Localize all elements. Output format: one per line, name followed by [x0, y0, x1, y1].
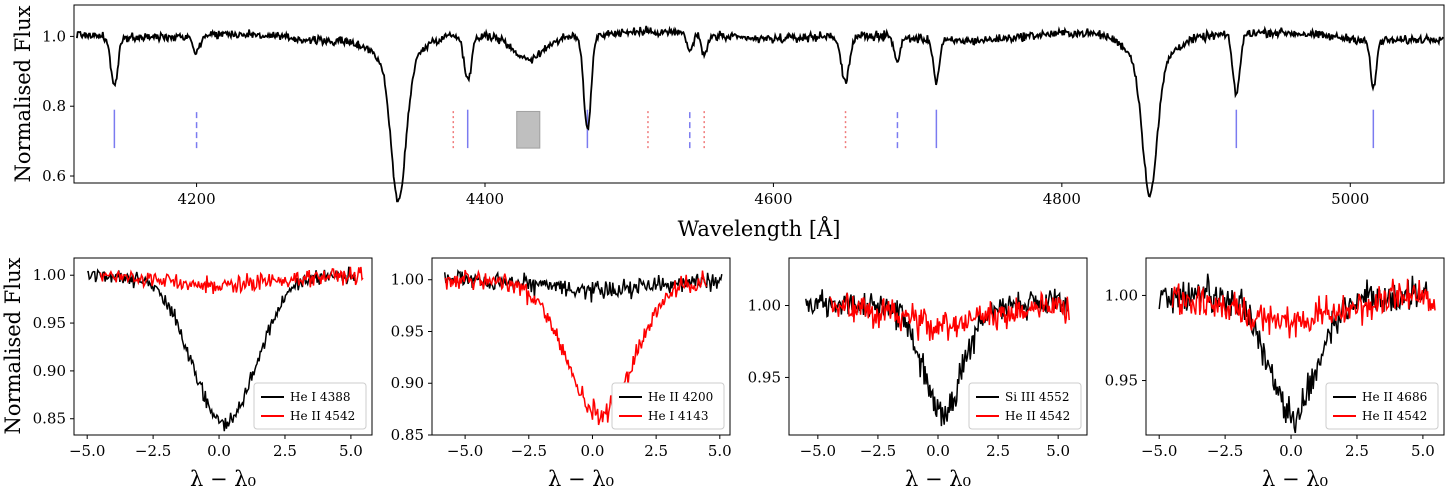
x-tick-label: 2.5 [644, 442, 668, 460]
legend-label: He II 4542 [1362, 409, 1427, 423]
y-tick-label: 0.85 [391, 426, 424, 444]
legend-box [1325, 382, 1439, 430]
shaded-region [516, 110, 541, 149]
x-tick-label: 5.0 [708, 442, 732, 460]
x-tick-label: −2.5 [135, 442, 171, 460]
series-line-2 [1171, 278, 1436, 339]
legend-label: He I 4143 [648, 409, 708, 423]
y-tick-label: 0.95 [1105, 372, 1138, 390]
y-tick-label: 1.00 [1105, 286, 1138, 304]
x-tick-label: 0.0 [1279, 442, 1303, 460]
x-tick-label: 5000 [1331, 190, 1369, 208]
panel4-xlabel: λ − λ₀ [1262, 467, 1328, 491]
panel1-ylabel: Normalised Flux [1, 257, 25, 434]
x-tick-label: 4800 [1043, 190, 1081, 208]
legend-box [968, 382, 1082, 430]
panel1-marks [87, 266, 364, 432]
x-tick-label: 4200 [177, 190, 215, 208]
panel1-xlabel: λ − λ₀ [190, 467, 256, 491]
series-line-1 [1158, 273, 1428, 434]
spectrum-line [76, 25, 1444, 203]
x-tick-label: 5.0 [339, 442, 363, 460]
bottom-panel-3: −5.0 −2.5 0.0 2.5 5.0 0.95 1.00 λ − λ₀ Si III … [748, 257, 1088, 491]
legend-label: He II 4686 [1362, 390, 1427, 404]
legend-label: He II 4542 [1005, 409, 1070, 423]
y-tick-label: 0.85 [33, 410, 66, 428]
x-tick-label: 0.0 [926, 442, 950, 460]
y-tick-label: 0.90 [33, 362, 66, 380]
x-tick-label: 2.5 [986, 442, 1010, 460]
legend-label: Si III 4552 [1005, 390, 1069, 404]
x-tick-label: −5.0 [447, 442, 483, 460]
top-panel: 4200 4400 4600 4800 5000 0.6 0.8 1.0 Wavelength… [11, 4, 1445, 241]
y-tick-label: 0.95 [33, 314, 66, 332]
x-tick-label: 4400 [466, 190, 504, 208]
y-tick-label: 0.95 [391, 322, 424, 340]
top-plot-frame [73, 4, 1445, 184]
panel2-marks [443, 269, 723, 426]
panel3-xlabel: λ − λ₀ [905, 467, 971, 491]
top-plot-marks [76, 25, 1444, 203]
legend-label: He II 4200 [648, 390, 713, 404]
panel4-ticks: −5.0 −2.5 0.0 2.5 5.0 0.95 1.00 [1105, 286, 1435, 460]
y-tick-label: 1.00 [33, 266, 66, 284]
panel1-ticks: −5.0 −2.5 0.0 2.5 5.0 0.85 0.90 0.95 1.00 [33, 266, 363, 460]
panel2-xlabel: λ − λ₀ [548, 467, 614, 491]
panel1-legend: He I 4388 He II 4542 [253, 382, 367, 430]
series-line-2 [829, 290, 1070, 341]
x-tick-label: −5.0 [1141, 442, 1177, 460]
top-xlabel: Wavelength [Å] [678, 216, 841, 241]
bottom-panel-2: −5.0 −2.5 0.0 2.5 5.0 0.85 0.90 0.95 1.00 λ − λ₀… [391, 257, 732, 491]
panel4-legend: He II 4686 He II 4542 [1325, 382, 1439, 430]
x-tick-label: −5.0 [69, 442, 105, 460]
panel2-ticks: −5.0 −2.5 0.0 2.5 5.0 0.85 0.90 0.95 1.00 [391, 271, 732, 460]
x-tick-label: 0.0 [581, 442, 605, 460]
legend-box [253, 382, 367, 430]
series-line-2 [99, 266, 364, 295]
x-tick-label: 0.0 [207, 442, 231, 460]
panel4-frame [1145, 257, 1445, 436]
panel4-marks [1158, 273, 1436, 434]
y-tick-label: 1.00 [391, 271, 424, 289]
series-line-1 [87, 266, 356, 432]
x-tick-label: −2.5 [511, 442, 547, 460]
x-tick-label: 5.0 [1411, 442, 1435, 460]
y-tick-label: 0.6 [42, 167, 66, 185]
panel1-frame [73, 257, 373, 436]
x-tick-label: 2.5 [1345, 442, 1369, 460]
bottom-panel-1: −5.0 −2.5 0.0 2.5 5.0 0.85 0.90 0.95 1.00 λ − λ₀… [1, 257, 373, 491]
panel2-legend: He II 4200 He I 4143 [611, 382, 725, 430]
legend-box [611, 382, 725, 430]
series-line-2 [444, 269, 708, 426]
panel3-marks [805, 288, 1070, 427]
panel2-frame [431, 257, 731, 436]
bottom-panel-4: −5.0 −2.5 0.0 2.5 5.0 0.95 1.00 λ − λ₀ He II 4… [1105, 257, 1445, 491]
x-tick-label: −2.5 [860, 442, 896, 460]
legend-label: He I 4388 [290, 390, 350, 404]
y-tick-label: 1.0 [42, 27, 66, 45]
y-tick-label: 1.00 [748, 296, 781, 314]
legend-label: He II 4542 [290, 409, 355, 423]
top-ylabel: Normalised Flux [11, 5, 35, 182]
x-tick-label: −2.5 [1207, 442, 1243, 460]
x-tick-label: 5.0 [1046, 442, 1070, 460]
panel3-legend: Si III 4552 He II 4542 [968, 382, 1082, 430]
y-tick-label: 0.95 [748, 368, 781, 386]
x-tick-label: 2.5 [273, 442, 297, 460]
y-tick-label: 0.90 [391, 374, 424, 392]
y-tick-label: 0.8 [42, 97, 66, 115]
x-tick-label: 4600 [754, 190, 792, 208]
series-line-1 [805, 288, 1069, 427]
x-tick-label: −5.0 [800, 442, 836, 460]
panel3-ticks: −5.0 −2.5 0.0 2.5 5.0 0.95 1.00 [748, 296, 1070, 460]
top-ticks: 4200 4400 4600 4800 5000 0.6 0.8 1.0 [42, 27, 1369, 208]
